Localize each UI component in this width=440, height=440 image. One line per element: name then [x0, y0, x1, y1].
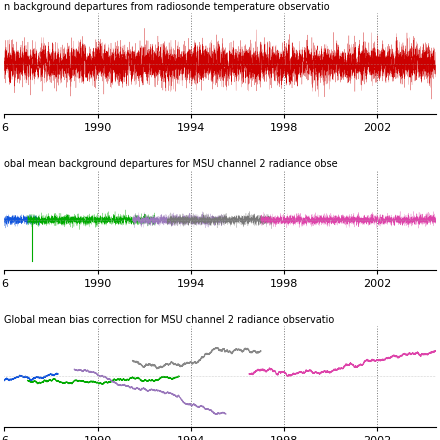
Text: n background departures from radiosonde temperature observatio: n background departures from radiosonde … [4, 3, 330, 12]
Text: obal mean background departures for MSU channel 2 radiance obse: obal mean background departures for MSU … [4, 159, 338, 169]
Text: Global mean bias correction for MSU channel 2 radiance observatio: Global mean bias correction for MSU chan… [4, 315, 335, 325]
